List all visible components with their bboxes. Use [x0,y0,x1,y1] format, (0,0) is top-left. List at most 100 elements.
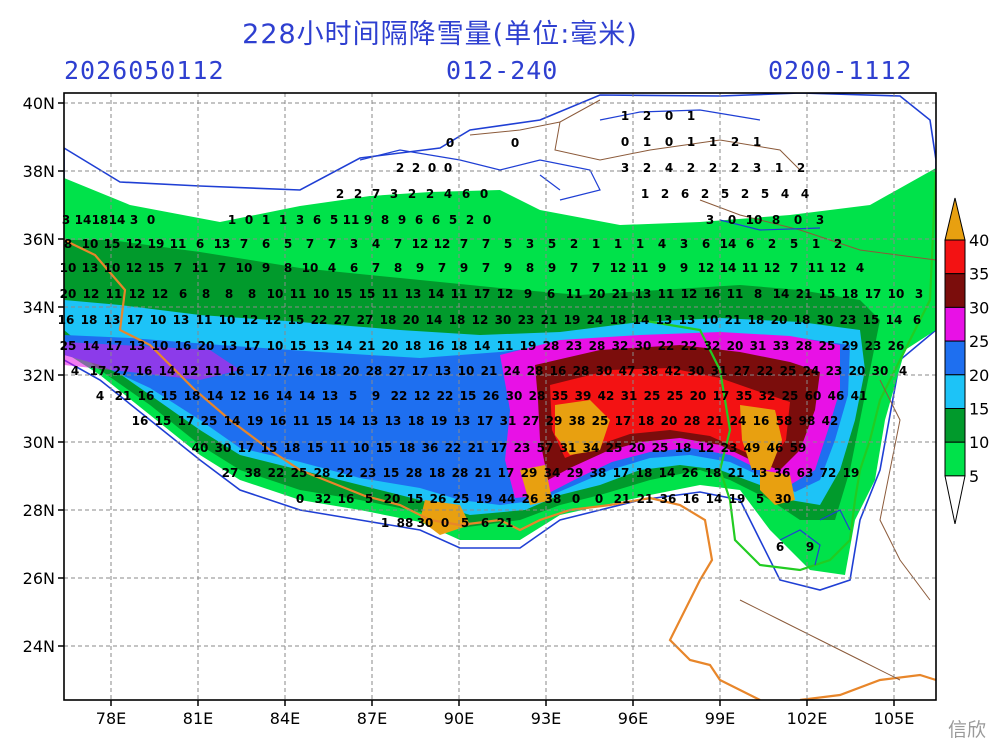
station-value: 49 [744,441,761,455]
station-value: 33 [773,339,790,353]
station-value: 42 [598,389,615,403]
station-value: 7 [482,237,490,251]
station-value: 21 [796,287,813,301]
station-value: 3 [706,213,714,227]
station-value: 38 [545,492,562,506]
station-value: 17 [244,339,261,353]
station-value: 25 [780,364,797,378]
station-value: 18 [92,213,109,227]
station-value: 5 [461,516,469,530]
station-value: 2 [466,213,474,227]
colorbar-segment [944,239,966,275]
station-value: 2 [834,237,842,251]
station-value: 25 [782,389,799,403]
station-value: 6 [179,287,187,301]
station-value: 20 [727,339,744,353]
station-value: 28 [452,466,469,480]
station-value: 26 [682,466,699,480]
station-value: 21 [475,466,492,480]
station-value: 38 [642,364,659,378]
station-value: 28 [527,364,544,378]
station-value: 9 [372,389,380,403]
station-value: 13 [82,261,99,275]
station-value: 16 [753,414,770,428]
station-value: 12 [126,261,143,275]
station-value: 30 [775,492,792,506]
station-value: 31 [711,364,728,378]
station-value: 6 [262,237,270,251]
station-value: 30 [872,364,889,378]
station-value: 0 [665,109,673,123]
lon-tick-label: 102E [787,709,828,728]
station-value: 26 [430,492,447,506]
province-lines [469,99,936,681]
station-value: 5 [330,213,338,227]
station-value: 14 [426,313,443,327]
station-value: 2 [396,161,404,175]
station-value: 15 [288,313,305,327]
station-values: 1 2 0 10 1 0 1 1 2 13 2 4 2 2 2 3 1 20 02 2 0 02 2 7 3 2 2 4 6 0 1 2 6 2 5… [58,109,924,554]
station-value: 4 [665,161,673,175]
field-40mm-b [740,405,782,470]
station-value: 25 [453,492,470,506]
station-value: 14 [633,313,650,327]
station-value: 8 [526,261,534,275]
station-value: 10 [302,261,319,275]
station-value: 30 [596,364,613,378]
station-value: 1 [592,237,600,251]
station-value: 28 [406,466,423,480]
station-value: 13 [635,287,652,301]
station-value: 1 [381,516,389,530]
station-value: 2 [731,135,739,149]
station-value: 21 [725,313,742,327]
station-value: 0 [794,213,802,227]
station-value: 28 [314,466,331,480]
station-value: 2 [643,161,651,175]
station-value: 10 [236,261,253,275]
station-value: 1 [687,109,695,123]
station-value: 1 [636,237,644,251]
station-value: 24 [504,364,521,378]
colorbar-segment [944,306,966,342]
station-value: 14 [428,287,445,301]
station-value: 13 [656,313,673,327]
lat-tick-label: 30N [23,433,55,452]
station-value: 17 [90,364,107,378]
station-value: 4 [71,364,79,378]
station-value: 6 [913,313,921,327]
station-value: 59 [790,441,807,455]
station-value: 7 [790,261,798,275]
station-value: 13 [405,287,422,301]
station-value: 11 [727,287,744,301]
west-boundary-orange [64,239,461,527]
station-value: 12 [242,313,259,327]
station-value: 13 [104,313,121,327]
station-value: 21 [115,389,132,403]
station-value: 1 [641,187,649,201]
lon-tick-label: 96E [618,709,648,728]
station-value: 3 [526,237,534,251]
station-value: 39 [575,389,592,403]
station-value: 12 [698,441,715,455]
station-value: 3 [915,287,923,301]
station-value: 6 [462,187,470,201]
station-value: 27 [113,364,130,378]
station-value: 2 [687,161,695,175]
station-value: 20 [403,313,420,327]
station-value: 10 [353,441,370,455]
station-value: 31 [621,389,638,403]
station-value: 15 [307,441,324,455]
station-value: 2 [797,161,805,175]
station-value: 32 [704,339,721,353]
station-value: 10 [888,287,905,301]
station-value: 1 [775,161,783,175]
station-value: 1 [262,213,270,227]
station-value: 13 [385,414,402,428]
station-value: 11 [658,287,675,301]
station-value: 14 [773,287,790,301]
station-value: 29 [546,414,563,428]
station-value: 7 [570,261,578,275]
colorbar-top-arrow [944,197,966,241]
station-value: 17 [127,313,144,327]
station-value: 18 [380,313,397,327]
